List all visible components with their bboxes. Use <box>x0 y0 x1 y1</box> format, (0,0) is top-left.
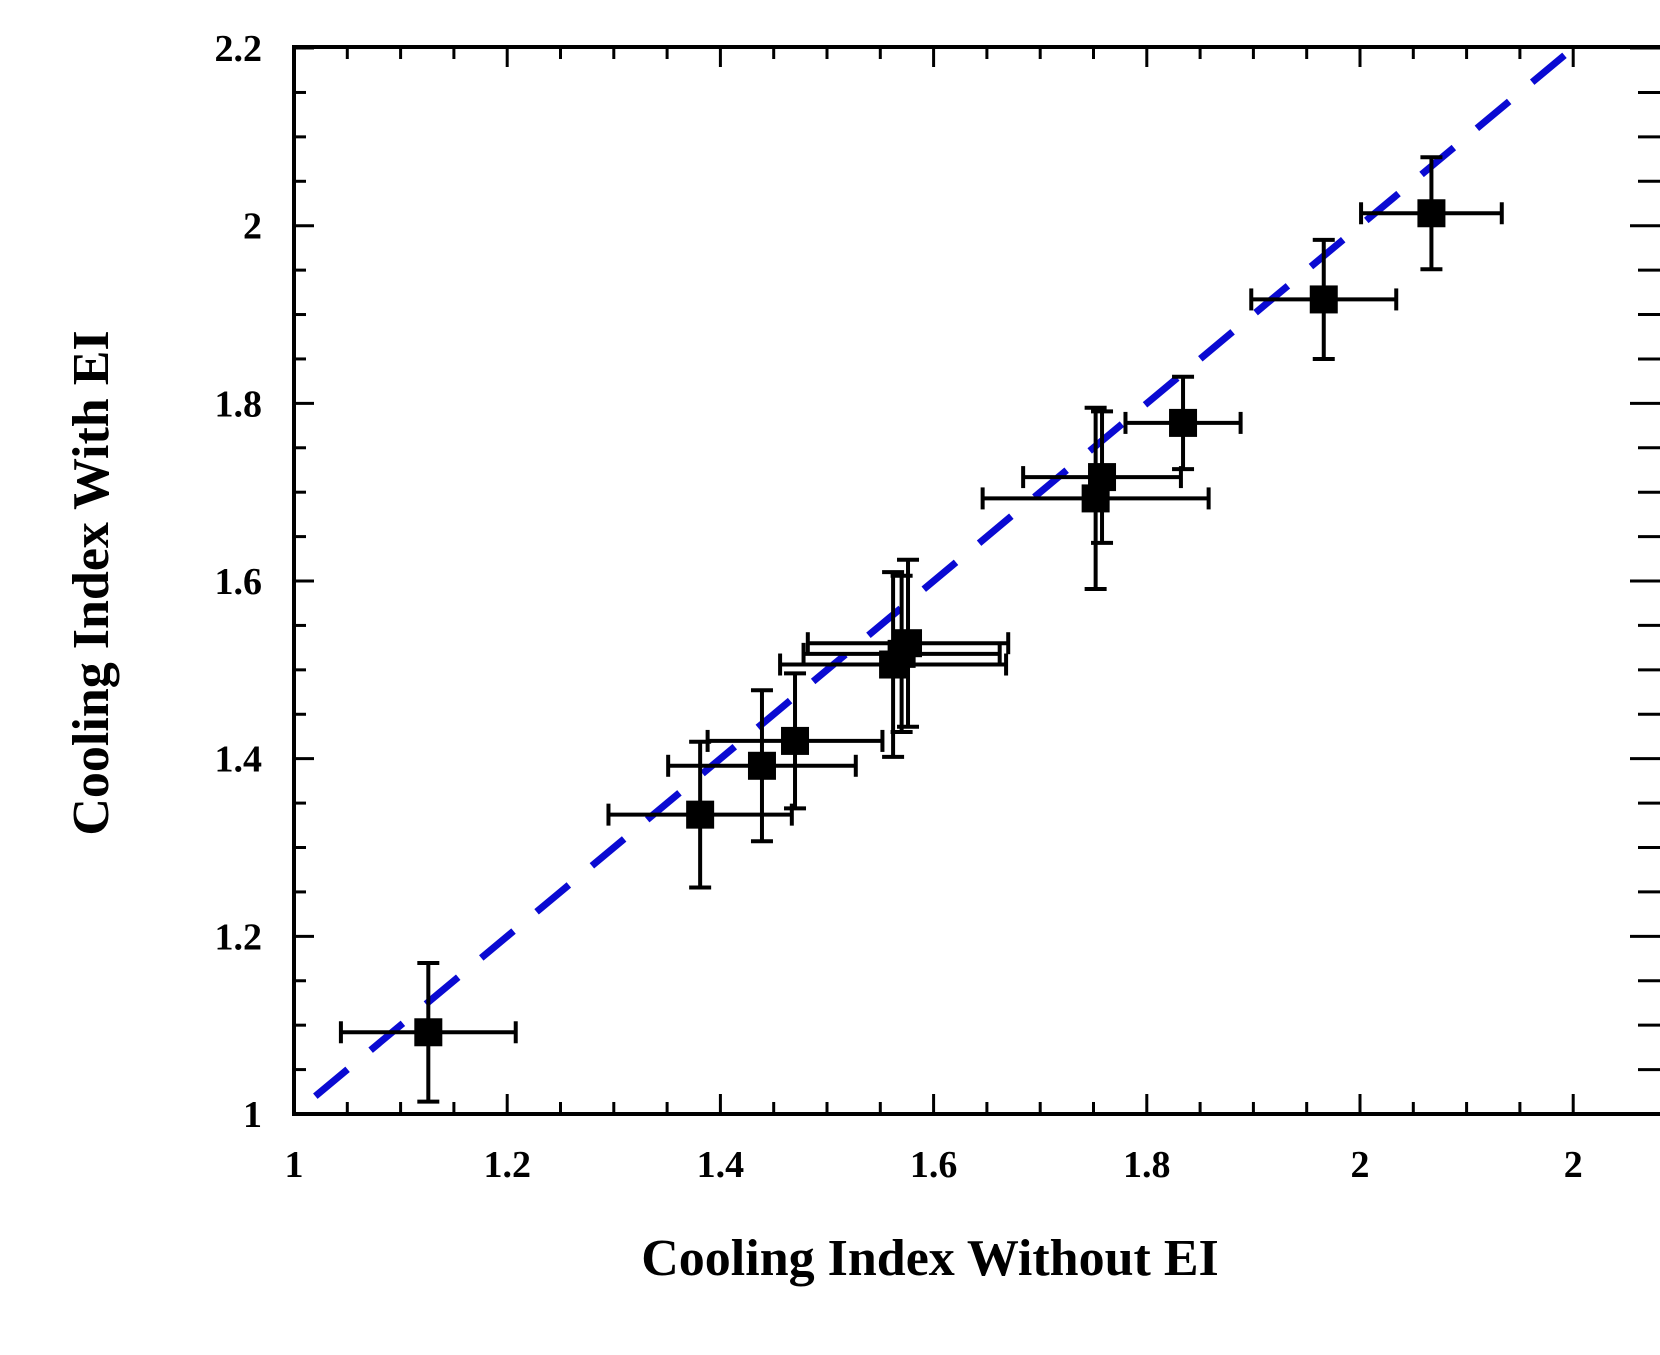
y-tick-label: 2 <box>243 206 262 248</box>
data-point <box>1088 463 1117 492</box>
x-tick-label: 1 <box>285 1144 304 1186</box>
y-tick-label: 2.2 <box>215 28 263 70</box>
y-axis-title: Cooling Index With EI <box>63 330 120 835</box>
y-tick-label: 1.6 <box>215 561 263 603</box>
y-tick-label: 1 <box>243 1094 262 1136</box>
data-point <box>1169 408 1198 437</box>
data-point-layer <box>414 199 1446 1047</box>
data-point <box>686 800 715 829</box>
reference-line-layer <box>313 45 1576 1099</box>
data-point <box>781 726 810 755</box>
data-point <box>414 1018 443 1047</box>
plot-frame <box>292 45 1660 1116</box>
x-axis-title: Cooling Index Without EI <box>641 1230 1218 1287</box>
data-point <box>1309 285 1338 314</box>
x-tick-label: 2 <box>1351 1144 1370 1186</box>
reference-line <box>313 45 1576 1099</box>
tick-labels: 1 1.2 1.4 1.6 1.8 2 2 1 1.2 1.4 1.6 1.8 2 2.2 <box>215 28 1583 1186</box>
y-tick-label: 1.8 <box>215 383 263 425</box>
y-tick-label: 1.2 <box>215 916 263 958</box>
axes <box>292 45 1660 1116</box>
tick-marks <box>292 46 1660 1116</box>
x-tick-label: 1.4 <box>697 1144 745 1186</box>
data-point <box>894 629 923 658</box>
x-tick-label: 1.2 <box>483 1144 531 1186</box>
data-point <box>1417 199 1446 228</box>
data-point <box>747 751 776 780</box>
x-tick-label: 1.6 <box>910 1144 958 1186</box>
x-tick-label: 2 <box>1564 1144 1583 1186</box>
x-tick-label: 1.8 <box>1123 1144 1171 1186</box>
y-tick-label: 1.4 <box>215 739 263 781</box>
